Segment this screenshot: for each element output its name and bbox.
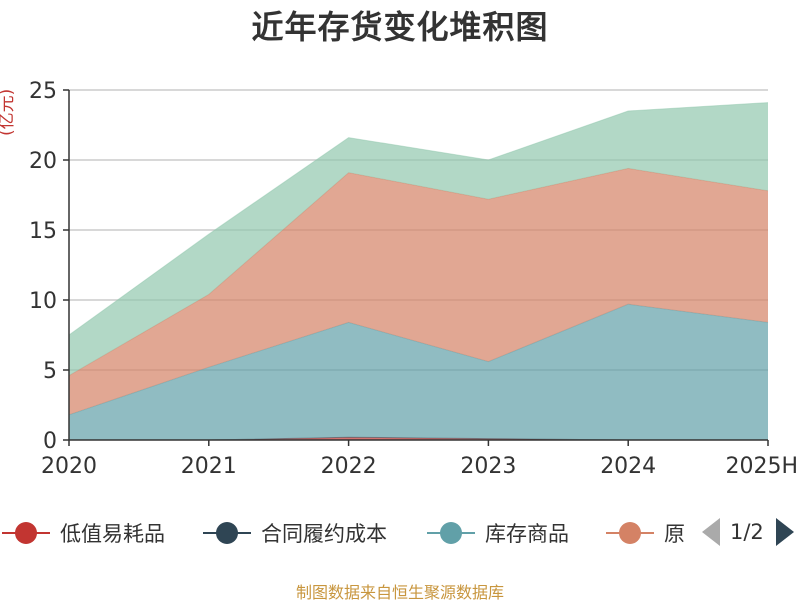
- legend-dot: [15, 522, 37, 544]
- area-series-0: [69, 437, 768, 440]
- legend-dot: [440, 522, 462, 544]
- x-tick-label: 2025H: [725, 454, 798, 479]
- chart-legend: 低值易耗品 合同履约成本 库存商品 原 1/2: [0, 512, 800, 552]
- y-tick-label: 5: [43, 359, 57, 384]
- legend-item-2[interactable]: 库存商品: [427, 518, 569, 548]
- legend-dot: [216, 522, 238, 544]
- legend-label: 合同履约成本: [261, 522, 387, 546]
- legend-next-page-icon[interactable]: [775, 518, 794, 546]
- chart-title: 近年存货变化堆积图: [251, 8, 549, 46]
- legend-marker-icon: [203, 521, 251, 545]
- y-tick-label: 20: [29, 149, 57, 174]
- x-tick-label: 2023: [460, 454, 516, 479]
- x-tick-label: 2020: [41, 454, 97, 479]
- x-tick-label: 2021: [181, 454, 237, 479]
- legend-marker-icon: [606, 521, 654, 545]
- legend-label: 库存商品: [485, 522, 569, 546]
- legend-item-1[interactable]: 合同履约成本: [203, 518, 387, 548]
- legend-label: 低值易耗品: [60, 522, 165, 546]
- area-series-3: [69, 168, 768, 415]
- legend-marker-icon: [427, 521, 475, 545]
- y-tick-label: 0: [43, 429, 57, 454]
- series-line-4: [68, 102, 769, 336]
- legend-pager: 1/2: [702, 512, 794, 552]
- legend-prev-page-icon[interactable]: [702, 518, 720, 546]
- legend-item-3[interactable]: 原: [606, 518, 690, 548]
- legend-marker-icon: [2, 521, 50, 545]
- data-source-note: 制图数据来自恒生聚源数据库: [295, 583, 504, 602]
- area-series-2: [69, 304, 768, 440]
- legend-item-0[interactable]: 低值易耗品: [2, 518, 165, 548]
- y-tick-label: 15: [29, 219, 57, 244]
- legend-dot: [619, 522, 641, 544]
- y-tick-label: 25: [29, 79, 57, 104]
- legend-page-indicator: 1/2: [730, 520, 764, 544]
- x-tick-label: 2022: [321, 454, 377, 479]
- legend-label: 原: [664, 522, 685, 546]
- y-tick-label: 10: [29, 289, 57, 314]
- x-tick-label: 2024: [600, 454, 656, 479]
- area-series-4: [69, 102, 768, 376]
